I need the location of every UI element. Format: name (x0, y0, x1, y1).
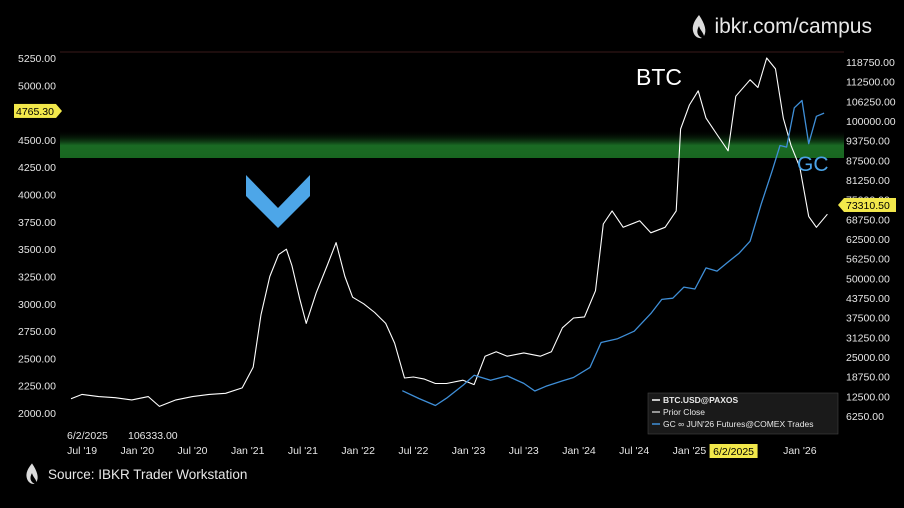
right-tick-label: 12500.00 (846, 391, 890, 403)
brand-text: ibkr.com/campus (714, 15, 872, 38)
series-line-2 (402, 99, 825, 407)
left-price-marker-tip (56, 103, 62, 118)
series-line-0 (70, 57, 828, 407)
axis-markers: 4765.30 73310.50 (14, 103, 896, 212)
left-tick-label: 3000.00 (18, 299, 56, 311)
right-tick-label: 81250.00 (846, 175, 890, 187)
left-tick-label: 3500.00 (18, 244, 56, 256)
right-tick-label: 106250.00 (846, 96, 896, 108)
x-tick-label: Jan '20 (121, 445, 155, 457)
gc-series-label: GC (797, 153, 829, 176)
x-tick-label: Jan '22 (341, 445, 375, 457)
left-price-marker-label: 4765.30 (16, 106, 54, 118)
left-tick-label: 5000.00 (18, 80, 56, 92)
right-price-marker-tip (838, 197, 844, 212)
btc-series-label: BTC (636, 64, 682, 90)
right-tick-label: 93750.00 (846, 136, 890, 148)
right-tick-label: 112500.00 (846, 77, 895, 89)
ibkr-flame-icon (693, 15, 706, 39)
x-tick-label: Jan '26 (783, 445, 817, 457)
left-price-marker (14, 103, 56, 118)
series-layer (70, 57, 828, 407)
x-tick-label: Jul '23 (509, 445, 539, 457)
right-tick-label: 50000.00 (846, 273, 890, 285)
legend-entry: Prior Close (663, 407, 705, 417)
x-tick-label: Jan '25 (673, 445, 707, 457)
ibkr-flame-icon (26, 463, 38, 484)
left-tick-label: 2750.00 (18, 326, 56, 338)
left-tick-label: 4250.00 (18, 162, 56, 174)
source-note: Source: IBKR Trader Workstation (24, 461, 247, 487)
right-tick-label: 62500.00 (846, 234, 890, 246)
left-tick-label: 2500.00 (18, 353, 56, 365)
x-tick-label: Jul '19 (67, 445, 97, 457)
right-tick-label: 25000.00 (846, 352, 890, 364)
legend-entry: GC ∞ JUN'26 Futures@COMEX Trades (663, 419, 813, 429)
right-tick-label: 87500.00 (846, 155, 890, 167)
right-tick-label: 37500.00 (846, 313, 890, 325)
legend-entry: BTC.USD@PAXOS (663, 395, 739, 405)
right-tick-label: 68750.00 (846, 214, 890, 226)
left-tick-label: 4000.00 (18, 190, 56, 202)
left-tick-label: 5250.00 (18, 53, 56, 65)
left-tick-label: 4500.00 (18, 135, 56, 147)
support-band (60, 130, 844, 158)
right-tick-label: 31250.00 (846, 332, 890, 344)
x-axis: Jul '19 Jan '20 Jul '20 Jan '21 Jul '21 Jan '… (67, 430, 817, 458)
right-tick-label: 43750.00 (846, 293, 890, 305)
x-tick-label: Jul '22 (398, 445, 428, 457)
right-tick-label: 6250.00 (846, 411, 884, 423)
x-highlight-label: 6/2/2025 (713, 446, 754, 458)
brand-logo: ibkr.com/campus (690, 14, 872, 40)
right-tick-label: 56250.00 (846, 254, 890, 266)
right-tick-label: 118750.00 (846, 57, 895, 69)
legend: BTC.USD@PAXOS Prior Close GC ∞ JUN'26 Futu… (647, 392, 839, 435)
crosshair-date: 6/2/2025 (67, 430, 108, 442)
x-highlight-box (709, 444, 758, 458)
x-tick-label: Jul '24 (619, 445, 649, 457)
right-axis: 118750.00 112500.00 106250.00 100000.00 9375… (846, 57, 896, 423)
left-tick-label: 3750.00 (18, 217, 56, 229)
crosshair-value: 106333.00 (128, 430, 178, 442)
plot-area (60, 52, 844, 442)
x-tick-label: Jan '23 (452, 445, 486, 457)
x-tick-label: Jan '24 (562, 445, 596, 457)
right-price-marker-label: 73310.50 (846, 200, 890, 212)
legend-box (647, 392, 839, 435)
left-tick-label: 3250.00 (18, 271, 56, 283)
right-tick-label: 100000.00 (846, 116, 896, 128)
right-tick-label: 18750.00 (846, 372, 890, 384)
right-price-marker (844, 197, 896, 212)
x-tick-label: Jan '21 (231, 445, 265, 457)
x-tick-label: Jul '20 (177, 445, 207, 457)
left-tick-label: 2000.00 (18, 408, 56, 420)
left-tick-label: 2250.00 (18, 381, 56, 393)
x-tick-label: Jul '21 (288, 445, 318, 457)
source-text: Source: IBKR Trader Workstation (48, 466, 248, 482)
down-chevron-icon (246, 175, 310, 228)
